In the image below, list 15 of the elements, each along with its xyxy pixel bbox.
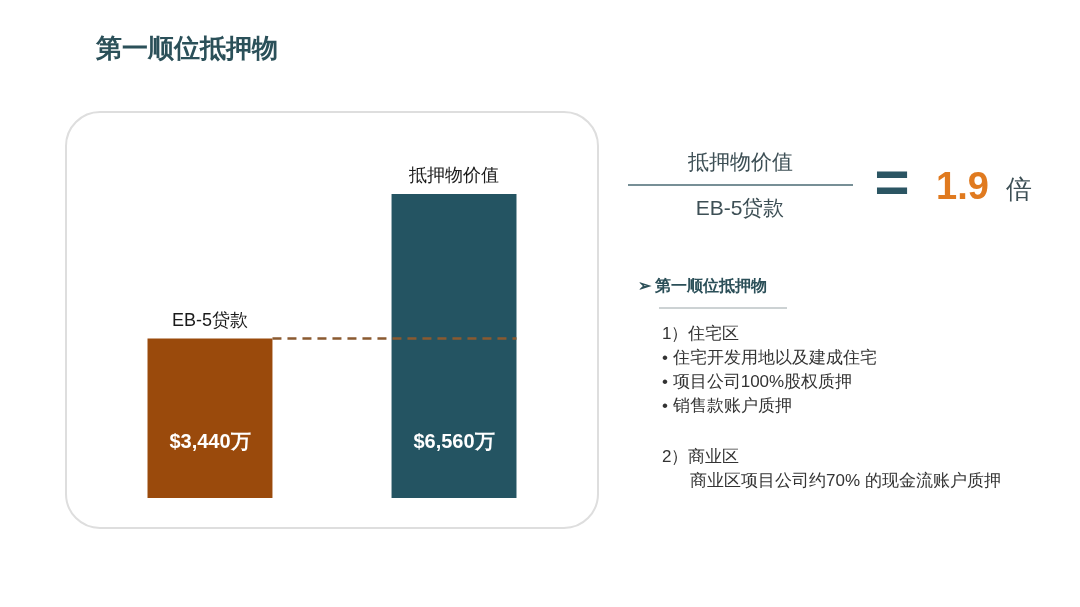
text: 2）商业区: [662, 447, 740, 466]
text: 1）住宅区: [662, 324, 740, 343]
text: EB-5贷款: [695, 196, 785, 219]
text: 抵押物价值: [686, 150, 793, 173]
text: 1.9: [936, 165, 989, 207]
text: 倍: [1006, 174, 1032, 204]
text: ➢ 第一顺位抵押物: [638, 277, 768, 294]
text: • 住宅开发用地以及建成住宅: [662, 348, 877, 367]
text: • 项目公司100%股权质押: [662, 372, 853, 391]
data-label: $6,560万: [413, 430, 495, 452]
text: =: [874, 148, 910, 215]
text: • 销售款账户质押: [662, 396, 792, 415]
text: 商业区项目公司约70% 的现金流账户质押: [690, 471, 1001, 490]
chart-title: 第一顺位抵押物: [95, 33, 278, 63]
data-label: $3,440万: [169, 430, 251, 452]
